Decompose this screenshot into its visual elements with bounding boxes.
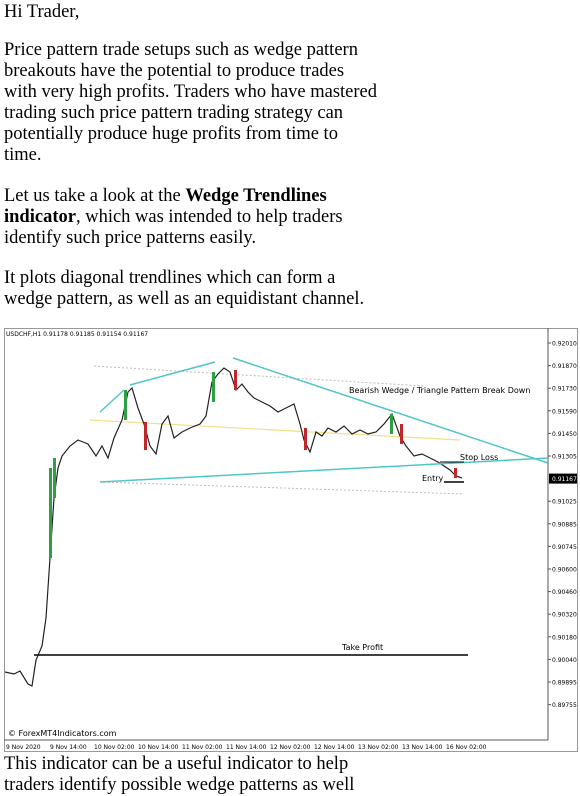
text: trading such price pattern trading strat… [4, 103, 344, 123]
lower-trendline [99, 457, 549, 483]
time-label: 10 Nov 02:00 [94, 744, 135, 751]
stop-loss-label: Stop Loss [460, 453, 498, 462]
text-line: trading such price pattern trading strat… [4, 103, 343, 124]
watermark: © ForexMT4Indicators.com [8, 729, 117, 738]
text-line: with very high profits. Traders who have… [4, 82, 377, 103]
price-label: 0.90320 [552, 612, 577, 619]
current-price-box [549, 473, 577, 484]
price-path [4, 367, 463, 687]
price-label: 0.91450 [552, 431, 577, 438]
text: Let us take a look at the [4, 186, 186, 206]
text-line: identify such price patterns easily. [4, 228, 256, 249]
bold-text: Wedge Trendlines [185, 186, 327, 206]
time-label: 13 Nov 14:00 [402, 744, 443, 751]
price-label: 0.91870 [552, 363, 577, 370]
pattern-label: Bearish Wedge / Triangle Pattern Break D… [349, 386, 530, 395]
time-label: 11 Nov 02:00 [182, 744, 223, 751]
text-line: time. [4, 145, 42, 166]
frame [4, 328, 578, 752]
time-label: 13 Nov 02:00 [358, 744, 399, 751]
price-label: 0.89755 [552, 702, 577, 709]
price-label: 0.90745 [552, 544, 577, 551]
chart-screenshot: USDCHF,H1 0.91178 0.91185 0.91154 0.9116… [4, 328, 578, 752]
text-line: It plots diagonal trendlines which can f… [4, 268, 335, 289]
text: breakouts have the potential to produce … [4, 61, 345, 81]
bear-candles [144, 370, 457, 478]
time-label: 12 Nov 02:00 [270, 744, 311, 751]
upper-trendline [232, 357, 549, 464]
midline [89, 419, 461, 441]
price-label: 0.90460 [552, 589, 577, 596]
price-label: 0.90600 [552, 567, 577, 574]
chart-header: USDCHF,H1 0.91178 0.91185 0.91154 0.9116… [6, 331, 148, 338]
text-line: This indicator can be a useful indicator… [4, 754, 348, 775]
time-label: 12 Nov 14:00 [314, 744, 355, 751]
time-label: 11 Nov 14:00 [226, 744, 267, 751]
bold-text: indicator [4, 207, 76, 227]
price-label: 0.91025 [552, 499, 577, 506]
text-line: wedge pattern, as well as an equidistant… [4, 289, 364, 310]
bull-candles [49, 372, 393, 558]
text: It plots diagonal trendlines which can f… [4, 268, 336, 288]
text-line: breakouts have the potential to produce … [4, 61, 344, 82]
price-label: 0.89895 [552, 680, 577, 687]
entry-label: Entry [422, 474, 444, 483]
text: traders identify possible wedge patterns… [4, 775, 355, 795]
text-line: potentially produce huge profits from ti… [4, 124, 338, 145]
text: Price pattern trade setups such as wedge… [4, 40, 358, 60]
greeting: Hi Trader, [4, 2, 80, 22]
time-label: 9 Nov 14:00 [50, 744, 87, 751]
price-label: 0.91305 [552, 454, 577, 461]
upper-trendline [129, 361, 216, 386]
price-label: 0.92010 [552, 341, 577, 348]
price-label: 0.90040 [552, 657, 577, 664]
text-line: Let us take a look at the Wedge Trendlin… [4, 186, 327, 207]
time-label: 9 Nov 2020 [6, 744, 41, 751]
text: , which was intended to help traders [75, 207, 343, 227]
text: This indicator can be a useful indicator… [4, 754, 349, 774]
time-label: 16 Nov 02:00 [446, 744, 487, 751]
axis-labels: 0.92010 0.91870 0.91730 0.91590 0.91450 0.913… [6, 341, 577, 751]
price-label: 0.91730 [552, 386, 577, 393]
price-label: 0.91590 [552, 408, 577, 415]
text-line: indicator, which was intended to help tr… [4, 207, 343, 228]
trendline-stub [99, 389, 125, 413]
text-line: traders identify possible wedge patterns… [4, 775, 354, 796]
text: with very high profits. Traders who have… [4, 82, 378, 102]
channel-line [99, 481, 465, 495]
price-label: 0.90885 [552, 521, 577, 528]
price-label: 0.90180 [552, 634, 577, 641]
take-profit-label: Take Profit [341, 643, 383, 652]
email-page: {"greeting": "Hi Trader,", "paragraphs":… [4, 2, 578, 795]
text: wedge pattern, as well as an equidistant… [4, 289, 365, 309]
channel-line [93, 365, 425, 387]
text-line: Price pattern trade setups such as wedge… [4, 40, 358, 61]
text: identify such price patterns easily. [4, 228, 257, 248]
text: time. [4, 145, 42, 165]
text: potentially produce huge profits from ti… [4, 124, 338, 144]
price-label: 0.91167 [552, 476, 577, 483]
time-label: 10 Nov 14:00 [138, 744, 179, 751]
